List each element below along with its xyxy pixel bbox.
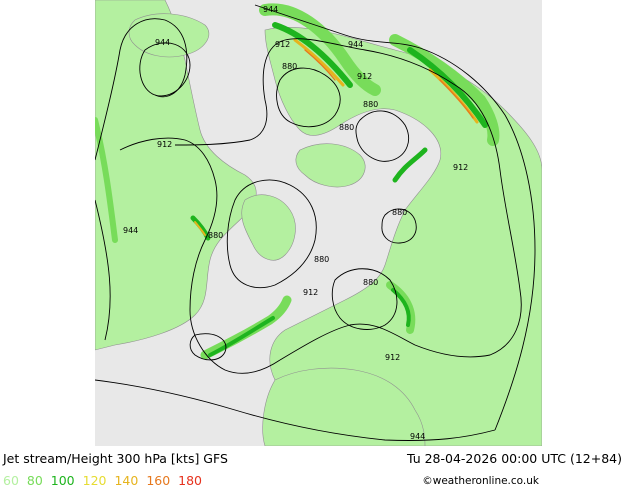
contour-label: 912 xyxy=(385,353,400,362)
contour-label: 880 xyxy=(282,62,297,71)
contour-label: 944 xyxy=(348,40,363,49)
contour-label: 912 xyxy=(357,72,372,81)
contour-label: 880 xyxy=(392,208,407,217)
contour-label: 944 xyxy=(410,432,425,441)
wind-speed-legend: 60 80 100 120 140 160 180 xyxy=(3,473,206,488)
legend-item: 140 xyxy=(114,473,139,488)
contour-label: 912 xyxy=(303,288,318,297)
land-top-left xyxy=(128,13,210,58)
legend-item: 180 xyxy=(178,473,203,488)
contour-label: 912 xyxy=(453,163,468,172)
jet-stream-bands xyxy=(95,3,500,360)
contour-label: 912 xyxy=(275,40,290,49)
contour-label: 944 xyxy=(155,38,170,47)
contour-label: 880 xyxy=(363,100,378,109)
contour-label: 880 xyxy=(339,123,354,132)
land-masses xyxy=(95,0,542,446)
legend-item: 60 xyxy=(3,473,19,488)
contour-label: 880 xyxy=(314,255,329,264)
contour-label: 944 xyxy=(123,226,138,235)
land-europe xyxy=(262,367,426,446)
credit-link[interactable]: ©weatheronline.co.uk xyxy=(422,475,539,487)
contour-label: 912 xyxy=(157,140,172,149)
contour-labels: 944 944 912 944 880 912 880 880 912 912 … xyxy=(123,5,468,441)
legend-item: 120 xyxy=(82,473,107,488)
land-greenland xyxy=(241,194,296,261)
land-arctic-islands xyxy=(295,143,366,188)
legend-item: 100 xyxy=(50,473,75,488)
legend-item: 160 xyxy=(146,473,171,488)
contour-label: 880 xyxy=(208,231,223,240)
legend-item: 80 xyxy=(26,473,43,488)
valid-time: Tu 28-04-2026 00:00 UTC (12+84) xyxy=(406,451,622,466)
contour-label: 880 xyxy=(363,278,378,287)
contour-label: 944 xyxy=(263,5,278,14)
map-panel: 944 944 912 944 880 912 880 880 912 912 … xyxy=(95,0,542,446)
map-title: Jet stream/Height 300 hPa [kts] GFS xyxy=(3,451,228,466)
height-contours xyxy=(95,4,536,441)
land-siberia xyxy=(264,27,542,446)
